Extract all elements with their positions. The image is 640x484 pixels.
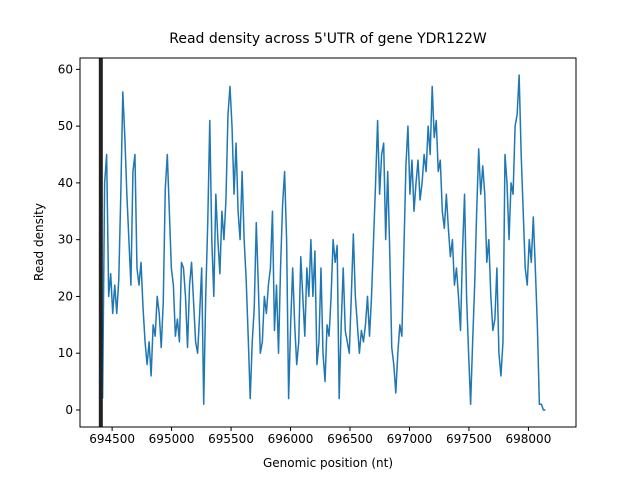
x-tick-label: 696000 xyxy=(268,432,314,446)
y-tick-label: 50 xyxy=(58,119,73,133)
chart-title: Read density across 5'UTR of gene YDR122… xyxy=(169,31,487,47)
y-tick-label: 0 xyxy=(65,403,73,417)
x-tick-label: 697000 xyxy=(387,432,433,446)
data-line xyxy=(101,74,546,411)
x-axis-label: Genomic position (nt) xyxy=(263,456,393,470)
y-tick-label: 10 xyxy=(58,346,73,360)
y-tick-label: 40 xyxy=(58,176,73,190)
x-tick-label: 696500 xyxy=(327,432,373,446)
y-axis-label: Read density xyxy=(32,203,46,281)
x-tick-label: 695000 xyxy=(149,432,195,446)
x-tick-label: 698000 xyxy=(506,432,552,446)
x-tick-label: 697500 xyxy=(446,432,492,446)
x-tick-label: 694500 xyxy=(89,432,135,446)
y-tick-label: 60 xyxy=(58,62,73,76)
y-tick-label: 20 xyxy=(58,289,73,303)
x-tick-label: 695500 xyxy=(208,432,254,446)
plot-frame xyxy=(79,57,577,428)
y-tick-label: 30 xyxy=(58,233,73,247)
